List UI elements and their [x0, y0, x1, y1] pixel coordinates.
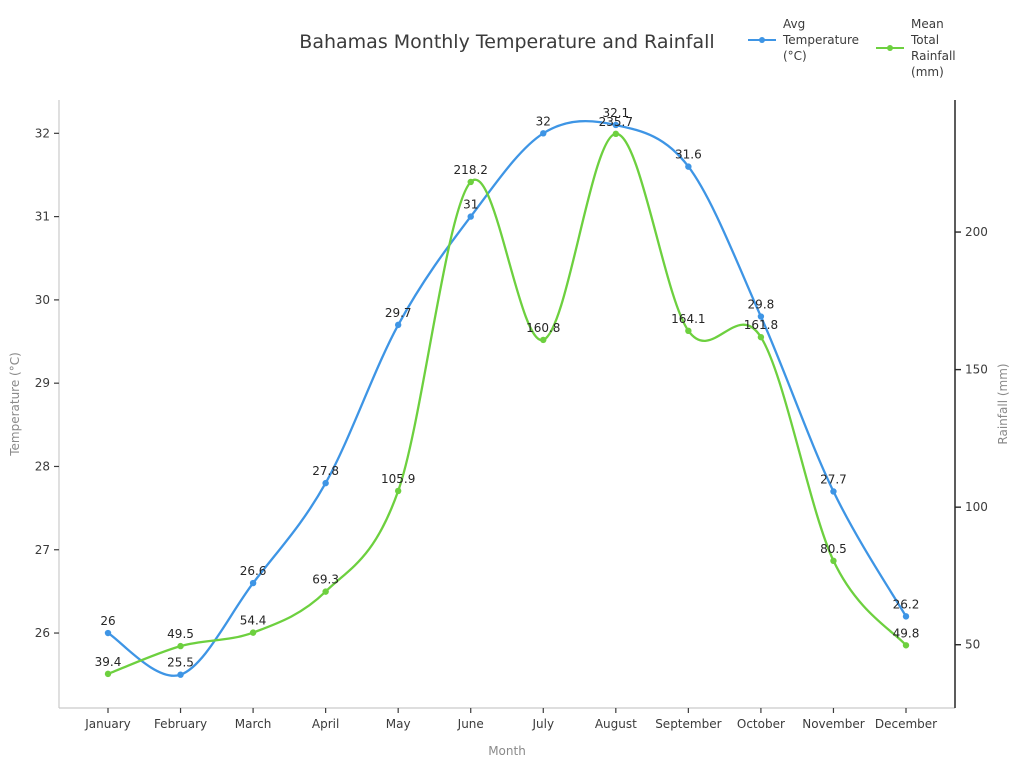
x-axis-title: Month [488, 744, 526, 758]
legend: Avg Temperature (°C) Mean Total Rainfall… [747, 16, 956, 80]
y-axis-tick-label-left: 27 [35, 543, 50, 557]
temperature-point-marker [540, 130, 547, 137]
x-axis-tick-label: July [531, 717, 554, 731]
y-axis-tick-label-right: 200 [965, 225, 988, 239]
rainfall-point-label: 39.4 [95, 655, 122, 669]
temperature-point-label: 26 [100, 614, 115, 628]
rainfall-point-label: 69.3 [312, 573, 339, 587]
y-axis-tick-label-left: 26 [35, 626, 50, 640]
y-axis-tick-label-right: 50 [965, 638, 980, 652]
temperature-point-marker [467, 213, 474, 220]
temperature-point-label: 29.8 [748, 298, 775, 312]
temperature-point-label: 31.6 [675, 148, 702, 162]
temperature-point-label: 32.1 [602, 106, 629, 120]
y-axis-tick-label-right: 150 [965, 363, 988, 377]
rainfall-point-marker [177, 642, 184, 650]
temperature-point-marker [685, 163, 692, 170]
y-axis-tick-label-left: 31 [35, 210, 50, 224]
rainfall-point-marker [467, 178, 474, 186]
rainfall-point-marker [249, 629, 257, 636]
chart-title: Bahamas Monthly Temperature and Rainfall [299, 31, 715, 53]
rainfall-point-label: 235.7 [599, 115, 633, 129]
rainfall-point-marker [685, 327, 692, 335]
temperature-point-marker [830, 488, 837, 495]
legend-item-temperature: Avg Temperature (°C) [747, 16, 859, 64]
x-axis-tick-label: August [595, 717, 637, 731]
temperature-point-marker [757, 313, 765, 320]
temperature-point-label: 32 [536, 114, 551, 128]
y-axis-tick-label-left: 30 [35, 293, 50, 307]
rainfall-point-label: 105.9 [381, 472, 415, 486]
x-axis-tick-label: October [737, 717, 785, 731]
x-axis-tick-label: May [386, 717, 411, 731]
rainfall-point-marker [394, 487, 402, 495]
y-axis-tick-label-left: 29 [35, 376, 50, 390]
legend-item-rainfall: Mean Total Rainfall (mm) [875, 16, 956, 80]
rainfall-point-label: 161.8 [744, 318, 778, 332]
rainfall-point-marker [540, 336, 547, 344]
temperature-legend-line-icon [748, 37, 776, 43]
x-axis-tick-label: April [312, 717, 339, 731]
x-axis-tick-label: February [154, 717, 207, 731]
legend-label-rainfall: Mean Total Rainfall (mm) [911, 17, 956, 79]
rainfall-series-line [106, 132, 908, 676]
temperature-point-marker [322, 479, 329, 487]
rainfall-point-marker [830, 557, 837, 565]
temperature-point-marker [249, 579, 257, 587]
temperature-point-marker [902, 613, 910, 620]
y-axis-tick-label-left: 32 [35, 126, 50, 140]
temperature-point-label: 26.6 [240, 564, 267, 578]
legend-label-temperature: Avg Temperature (°C) [783, 17, 860, 63]
rainfall-point-label: 80.5 [820, 542, 847, 556]
temperature-point-label: 26.2 [893, 597, 920, 611]
x-axis-tick-label: June [457, 717, 484, 731]
temperature-point-marker [612, 121, 620, 129]
temperature-point-label: 27.7 [820, 472, 847, 486]
rainfall-point-marker [322, 588, 329, 595]
temperature-point-label: 25.5 [167, 656, 194, 670]
rainfall-point-label: 218.2 [454, 163, 488, 177]
rainfall-point-label: 49.5 [167, 627, 194, 641]
x-axis-tick-label: January [84, 717, 131, 731]
temperature-point-marker [177, 671, 184, 678]
rainfall-point-label: 160.8 [526, 321, 560, 335]
temperature-point-label: 27.8 [312, 464, 339, 478]
rainfall-point-marker [104, 670, 112, 678]
x-axis-tick-label: November [802, 717, 864, 731]
rainfall-point-marker [757, 333, 765, 341]
rainfall-point-marker [612, 130, 620, 138]
y-axis-tick-label-right: 100 [965, 500, 988, 514]
rainfall-legend-line-icon [876, 45, 905, 51]
x-axis-tick-label: March [235, 717, 272, 731]
rainfall-point-label: 54.4 [240, 614, 267, 628]
rainfall-point-marker [902, 642, 910, 649]
temperature-point-label: 29.7 [385, 306, 412, 320]
temperature-point-label: 31 [463, 198, 478, 212]
temperature-series-line [106, 119, 908, 677]
rainfall-point-label: 164.1 [671, 312, 705, 326]
y-axis-title-left: Temperature (°C) [8, 352, 22, 456]
rainfall-point-label: 49.8 [893, 626, 920, 640]
temperature-point-marker [394, 321, 402, 329]
y-axis-title-right: Rainfall (mm) [996, 363, 1010, 445]
temperature-point-marker [104, 629, 112, 637]
y-axis-tick-label-left: 28 [35, 459, 50, 473]
x-axis-tick-label: September [655, 717, 721, 731]
x-axis-tick-label: December [875, 717, 937, 731]
